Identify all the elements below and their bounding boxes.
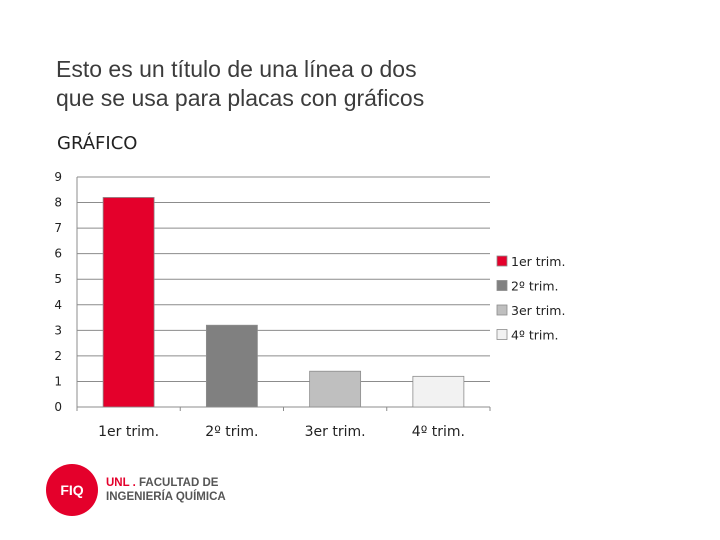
legend-swatch <box>496 255 508 267</box>
y-tick-label: 4 <box>54 298 62 312</box>
x-tick-label: 3er trim. <box>305 424 366 440</box>
y-tick-label: 3 <box>54 323 62 337</box>
legend-label: 4º trim. <box>511 328 558 343</box>
unl-brand: UNL <box>106 477 130 489</box>
chart-heading: GRÁFICO <box>57 133 138 154</box>
y-tick-label: 2 <box>54 349 62 363</box>
legend-swatch <box>496 304 508 316</box>
faculty-name-line-1: FACULTAD DE <box>139 477 219 489</box>
legend-label: 2º trim. <box>511 279 558 294</box>
x-tick-label: 2º trim. <box>205 424 258 440</box>
y-tick-label: 5 <box>54 272 62 286</box>
bar <box>412 375 465 408</box>
legend-label: 1er trim. <box>511 254 565 269</box>
faculty-name-line-2: INGENIERÍA QUÍMICA <box>106 491 226 503</box>
legend-swatch <box>496 280 508 291</box>
y-tick-label: 1 <box>54 374 62 388</box>
y-tick-label: 7 <box>54 221 62 235</box>
fiq-logo-mark: FIQ <box>46 464 98 516</box>
y-tick-label: 9 <box>54 170 62 184</box>
bar <box>309 370 362 408</box>
brand-dot: . <box>129 477 140 489</box>
x-tick-label: 4º trim. <box>412 424 465 440</box>
y-tick-label: 6 <box>54 247 62 261</box>
slide-title: Esto es un título de una línea o dos que… <box>56 55 656 113</box>
slide-title-line-1: Esto es un título de una línea o dos <box>56 56 417 82</box>
legend-swatch <box>496 329 508 340</box>
faculty-name: UNL . FACULTAD DE INGENIERÍA QUÍMICA <box>106 476 226 504</box>
bar <box>205 324 258 408</box>
bar <box>102 197 155 408</box>
slide-title-line-2: que se usa para placas con gráficos <box>56 85 425 111</box>
x-tick-label: 1er trim. <box>98 424 159 440</box>
y-tick-label: 8 <box>54 196 62 210</box>
legend-label: 3er trim. <box>511 303 565 318</box>
y-tick-label: 0 <box>54 400 62 414</box>
